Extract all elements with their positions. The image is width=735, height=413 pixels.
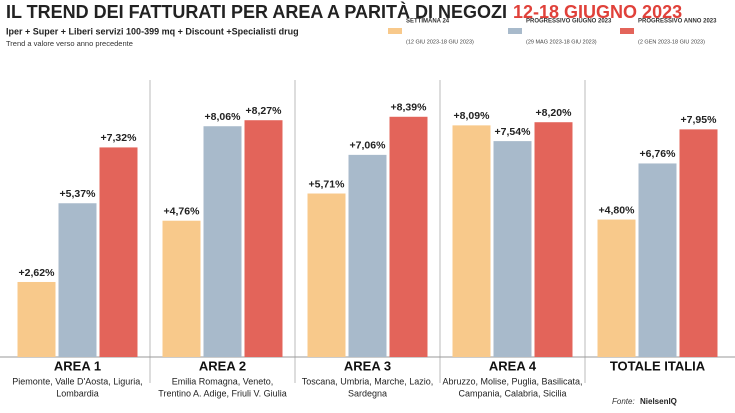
- category-description: Trentino A. Adige, Friuli V. Giulia: [158, 388, 286, 398]
- source-brand: NielsenIQ: [640, 397, 677, 406]
- note: Trend a valore verso anno precedente: [6, 39, 133, 48]
- category-description: Campania, Calabria, Sicilia: [458, 388, 566, 398]
- category-label: TOTALE ITALIA: [610, 358, 706, 373]
- category-label: AREA 3: [344, 358, 391, 373]
- bar: [348, 154, 387, 357]
- value-label: +8,39%: [391, 102, 428, 114]
- title-date: 12-18 GIUGNO 2023: [513, 2, 682, 22]
- category-label: AREA 1: [54, 358, 101, 373]
- legend-label: PROGRESSIVO ANNO 2023: [638, 19, 717, 25]
- value-label: +5,71%: [309, 178, 346, 190]
- bar: [99, 147, 138, 357]
- bar: [597, 219, 636, 357]
- category-description: Emilia Romagna, Veneto,: [172, 376, 274, 386]
- legend-swatch: [388, 28, 402, 34]
- category-description: Lombardia: [56, 388, 99, 398]
- legend-period: (2 GEN 2023-18 GIU 2023): [638, 39, 705, 45]
- bar: [389, 116, 428, 357]
- category-description: Sardegna: [348, 388, 387, 398]
- value-label: +7,54%: [495, 126, 532, 138]
- legend-label: SETTIMANA 24: [406, 19, 450, 25]
- legend-swatch: [620, 28, 634, 34]
- bar: [452, 125, 491, 357]
- subtitle: Iper + Super + Liberi servizi 100-399 mq…: [6, 26, 299, 36]
- title-main: IL TREND DEI FATTURATI PER AREA A PARITÀ…: [6, 1, 507, 22]
- bar: [679, 129, 718, 357]
- value-label: +8,20%: [536, 107, 573, 119]
- category-label: AREA 2: [199, 358, 246, 373]
- bar: [203, 126, 242, 357]
- value-label: +6,76%: [640, 148, 677, 160]
- bar: [58, 203, 97, 357]
- value-label: +4,76%: [164, 205, 201, 217]
- legend-label: PROGRESSIVO GIUGNO 2023: [526, 19, 612, 25]
- bar: [307, 193, 346, 357]
- bar: [638, 163, 677, 357]
- bar: [493, 141, 532, 357]
- value-label: +2,62%: [19, 267, 56, 279]
- value-label: +8,06%: [205, 111, 242, 123]
- value-label: +5,37%: [60, 188, 97, 200]
- value-label: +7,32%: [101, 132, 138, 144]
- bar: [162, 220, 201, 357]
- value-label: +8,27%: [246, 105, 283, 117]
- value-label: +8,09%: [454, 110, 491, 122]
- legend-period: (12 GIU 2023-18 GIU 2023): [406, 39, 474, 45]
- bar: [17, 281, 56, 357]
- chart-title: IL TREND DEI FATTURATI PER AREA A PARITÀ…: [6, 1, 682, 22]
- category-description: Toscana, Umbria, Marche, Lazio,: [302, 376, 434, 386]
- value-label: +7,95%: [681, 114, 718, 126]
- bar: [534, 122, 573, 357]
- legend-period: (29 MAG 2023-18 GIU 2023): [526, 39, 597, 45]
- bar: [244, 120, 283, 357]
- category-description: Piemonte, Valle D'Aosta, Liguria,: [12, 376, 143, 386]
- category-description: Abruzzo, Molise, Puglia, Basilicata,: [442, 376, 582, 386]
- value-label: +4,80%: [599, 204, 636, 216]
- value-label: +7,06%: [350, 140, 387, 152]
- category-label: AREA 4: [489, 358, 537, 373]
- legend-swatch: [508, 28, 522, 34]
- source-label: Fonte:: [612, 397, 635, 406]
